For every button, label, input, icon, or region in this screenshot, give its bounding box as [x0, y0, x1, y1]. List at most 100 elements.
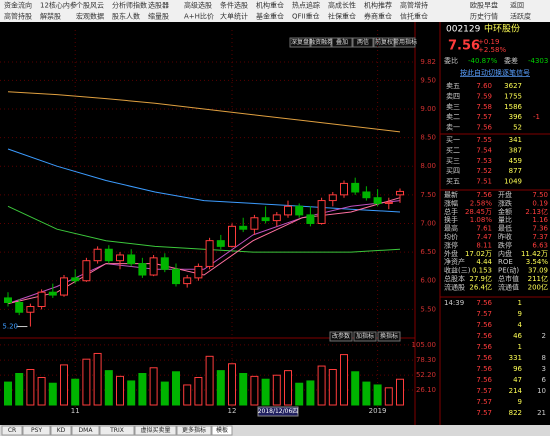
stats-cell: 1.16: [532, 216, 548, 224]
tab-label: 更多指标: [182, 426, 206, 434]
menu-item[interactable]: A+H比价: [184, 12, 214, 21]
y-tick-label: 8.50: [420, 134, 436, 142]
menu-item[interactable]: 机构重仓: [256, 1, 284, 10]
menu-item[interactable]: 信托重仓: [400, 12, 428, 21]
toolbar-button[interactable]: [310, 37, 332, 48]
trade-cell: 9: [518, 310, 522, 318]
stats-cell: 7.36: [532, 225, 548, 233]
trade-cell: 46: [513, 332, 522, 340]
stats-cell: 均价: [444, 232, 458, 241]
menu-item[interactable]: 分析师指数: [112, 1, 147, 10]
stats-cell: 200亿: [528, 282, 548, 291]
stats-cell: 7.47: [476, 233, 492, 241]
toolbar-label: 融资融券: [309, 38, 333, 46]
menu-item[interactable]: 高管持股: [4, 12, 32, 21]
tab-label: CR: [8, 427, 16, 434]
indicator-button-label: 改参数: [332, 332, 350, 340]
tab[interactable]: [99, 425, 135, 436]
stats-cell: 8.11: [476, 241, 492, 249]
menu-item[interactable]: 高级选股: [184, 1, 212, 10]
stats-cell: 总手: [444, 207, 458, 216]
volume-bar: [362, 381, 371, 406]
volume-bar: [104, 370, 113, 406]
indicator-button[interactable]: [353, 331, 377, 342]
stats-cell: 跌停: [498, 240, 512, 249]
tab[interactable]: [22, 425, 51, 436]
menu-item[interactable]: 高成长性: [328, 1, 356, 10]
menu-item[interactable]: 资金流向: [4, 1, 32, 10]
candle-body: [216, 240, 225, 247]
volume-bar: [250, 375, 259, 406]
stats-cell: 3.54%: [526, 258, 549, 266]
tab-label: KD: [57, 427, 66, 434]
tab[interactable]: [50, 425, 72, 436]
menu-item[interactable]: 条件选股: [220, 1, 248, 10]
volume-bar: [239, 373, 248, 406]
menu-item[interactable]: 宏观数据: [76, 12, 104, 21]
tab[interactable]: [1, 425, 23, 436]
stats-cell: 外盘: [444, 249, 458, 258]
volume-bar: [328, 368, 337, 406]
indicator-button[interactable]: [329, 331, 353, 342]
volume-bar: [4, 381, 12, 406]
menu-item[interactable]: 热点追踪: [292, 1, 320, 10]
volume-bar: [149, 367, 158, 406]
toolbar-button[interactable]: [352, 37, 374, 48]
candle-body: [149, 257, 158, 276]
candle-body: [172, 268, 180, 285]
toolbar-button[interactable]: [289, 37, 311, 48]
trade-cell: 7.57: [476, 387, 492, 395]
order-book-cell: 3627: [504, 82, 522, 90]
tab[interactable]: [211, 425, 233, 436]
volume-bar: [373, 384, 382, 406]
order-book-cell: 7.52: [476, 167, 492, 175]
trade-cell: 7.56: [476, 376, 492, 384]
trade-cell: 7.57: [476, 310, 492, 318]
notice-link[interactable]: 按此自动切换逐笔信号: [460, 68, 530, 77]
menu-item[interactable]: 缩量股: [148, 12, 169, 21]
candle-body: [295, 205, 304, 216]
x-tick-label: 11: [71, 407, 80, 415]
order-book-cell: 7.59: [476, 92, 492, 100]
trade-cell: 9: [518, 398, 522, 406]
menu-item[interactable]: 历史行情: [470, 12, 498, 21]
tab[interactable]: [134, 425, 177, 436]
menu-item[interactable]: 活跃度: [510, 12, 531, 21]
menu-item[interactable]: 高管增持: [400, 1, 428, 10]
menu-item[interactable]: QFII重仓: [292, 12, 320, 21]
menu-item[interactable]: 返回: [510, 2, 524, 10]
stats-cell: 2.13亿: [525, 207, 548, 216]
indicator-button[interactable]: [377, 331, 401, 342]
menu-item[interactable]: 机构推荐: [364, 1, 392, 10]
tab[interactable]: [71, 425, 100, 436]
order-book-cell: 1755: [504, 92, 522, 100]
toolbar-button[interactable]: [331, 37, 353, 48]
stats-cell: 最新: [444, 190, 458, 199]
menu-item[interactable]: 基金重仓: [256, 12, 284, 21]
tab[interactable]: [176, 425, 212, 436]
menu-item[interactable]: 大单统计: [220, 12, 248, 21]
menu-item[interactable]: 社保重仓: [328, 12, 356, 21]
volume-bar: [194, 377, 203, 406]
menu-item[interactable]: 解禁股: [40, 12, 61, 21]
trade-cell: 7.56: [476, 354, 492, 362]
order-book-cell: 7.55: [476, 136, 492, 144]
moving-average: [7, 205, 401, 253]
stats-cell: 27.9亿: [469, 274, 492, 283]
toolbar-button[interactable]: [394, 37, 416, 48]
menu-item[interactable]: 欧股早盘: [470, 1, 498, 10]
menu-item[interactable]: 12核心内参: [40, 1, 77, 10]
order-book-cell: 买五: [446, 178, 460, 186]
y-tick-label: 7.00: [420, 219, 436, 227]
stats-cell: 金额: [498, 207, 512, 216]
stats-cell: PE(动): [498, 266, 519, 275]
toolbar-button[interactable]: [373, 37, 395, 48]
menu-item[interactable]: 个股风云: [76, 2, 104, 10]
menu-item[interactable]: 股东人数: [112, 12, 140, 21]
toolbar-label: 两信: [357, 38, 369, 46]
trade-cell: 214: [509, 387, 523, 395]
menu-item[interactable]: 券商重仓: [364, 12, 392, 21]
menu-item[interactable]: 选股器: [148, 1, 169, 10]
stats-cell: 7.56: [476, 191, 492, 199]
trade-cell: 822: [509, 409, 522, 417]
